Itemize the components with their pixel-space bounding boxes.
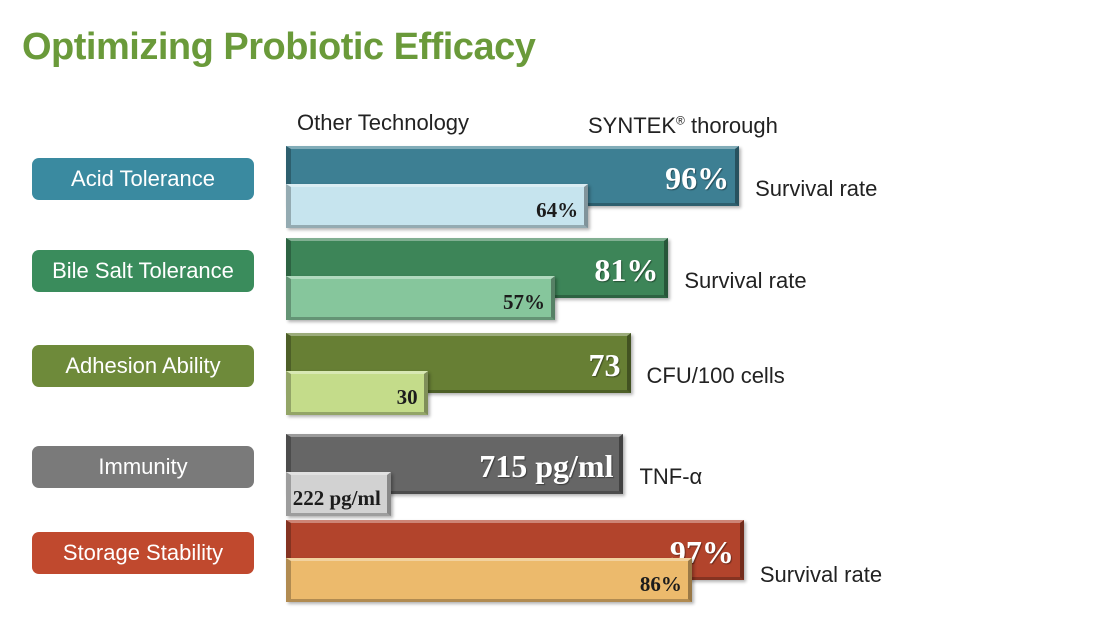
bar-other-technology	[286, 276, 556, 320]
legend-syntek: SYNTEK® thorough	[588, 113, 778, 139]
data-label-syntek: 73	[588, 347, 621, 383]
legend-other-technology: Other Technology	[297, 110, 470, 135]
unit-label: TNF-α	[639, 464, 703, 489]
legend-syntek-prefix: SYNTEK	[588, 113, 677, 138]
bar-other-technology	[286, 472, 391, 516]
data-label-other: 64%	[536, 198, 579, 222]
bar-other-technology	[286, 184, 589, 228]
data-label-other: 57%	[503, 290, 546, 314]
registered-mark: ®	[676, 113, 685, 128]
data-label-syntek: 96%	[665, 160, 730, 196]
category-label: Acid Tolerance	[32, 158, 254, 200]
data-label-syntek: 81%	[594, 252, 659, 288]
chart-title: Optimizing Probiotic Efficacy	[22, 26, 536, 68]
unit-label: CFU/100 cells	[646, 363, 785, 388]
data-label-other: 86%	[639, 572, 682, 596]
unit-label: Survival rate	[755, 176, 878, 201]
category-label: Immunity	[32, 446, 254, 488]
data-label-syntek: 715 pg/ml	[479, 448, 614, 484]
data-label-other: 222 pg/ml	[292, 486, 381, 510]
category-label: Adhesion Ability	[32, 345, 254, 387]
category-label: Storage Stability	[32, 532, 254, 574]
legend-syntek-suffix: thorough	[684, 113, 778, 138]
data-label-other: 30	[396, 385, 418, 409]
unit-label: Survival rate	[684, 268, 807, 293]
unit-label: Survival rate	[759, 562, 883, 587]
category-label: Bile Salt Tolerance	[32, 250, 254, 292]
bar-other-technology	[286, 558, 692, 602]
bar-other-technology	[286, 371, 428, 415]
